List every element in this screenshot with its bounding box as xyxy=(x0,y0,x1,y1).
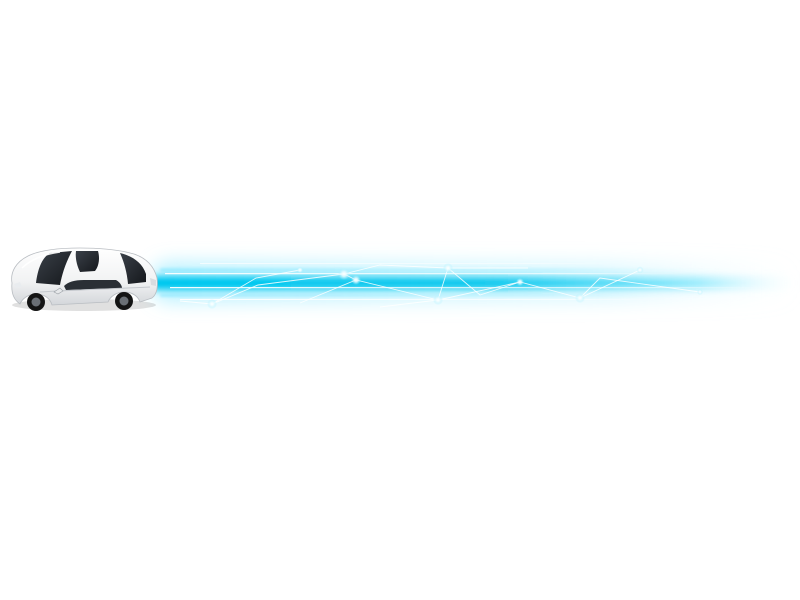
trail-streak-4 xyxy=(200,263,620,264)
trail-streak-2 xyxy=(170,287,770,289)
network-line xyxy=(447,267,521,296)
car-sunroof xyxy=(75,251,99,272)
network-node xyxy=(433,295,443,305)
network-node xyxy=(575,293,585,303)
trail-streak-1 xyxy=(165,273,685,275)
car-headlight xyxy=(14,282,22,288)
car-taillight xyxy=(150,278,156,286)
car-windshield xyxy=(36,251,72,285)
trail-streak-3 xyxy=(180,299,660,300)
network-lines xyxy=(179,264,701,308)
network-line xyxy=(211,269,301,305)
network-line xyxy=(437,269,641,301)
car-highlight xyxy=(21,251,61,269)
network-node xyxy=(516,278,524,286)
wheel-icon xyxy=(115,292,133,310)
car-side-window xyxy=(64,280,122,290)
network-node xyxy=(636,266,644,274)
network-nodes xyxy=(207,263,703,309)
network-node xyxy=(207,299,217,309)
network-node xyxy=(697,289,703,295)
network-line xyxy=(379,299,439,308)
trail-core-bright xyxy=(152,281,752,285)
car-side-line xyxy=(39,286,151,293)
network-node xyxy=(443,263,453,273)
network-line xyxy=(579,277,701,299)
trail-band-lower xyxy=(160,294,700,297)
network-node xyxy=(351,275,361,285)
wheel-icon xyxy=(27,293,45,311)
car-mirror xyxy=(53,287,64,295)
car-rear-window xyxy=(120,253,146,284)
network-line xyxy=(343,264,449,275)
network-node xyxy=(338,268,350,280)
car-icon xyxy=(11,247,158,311)
network-node xyxy=(296,266,304,274)
